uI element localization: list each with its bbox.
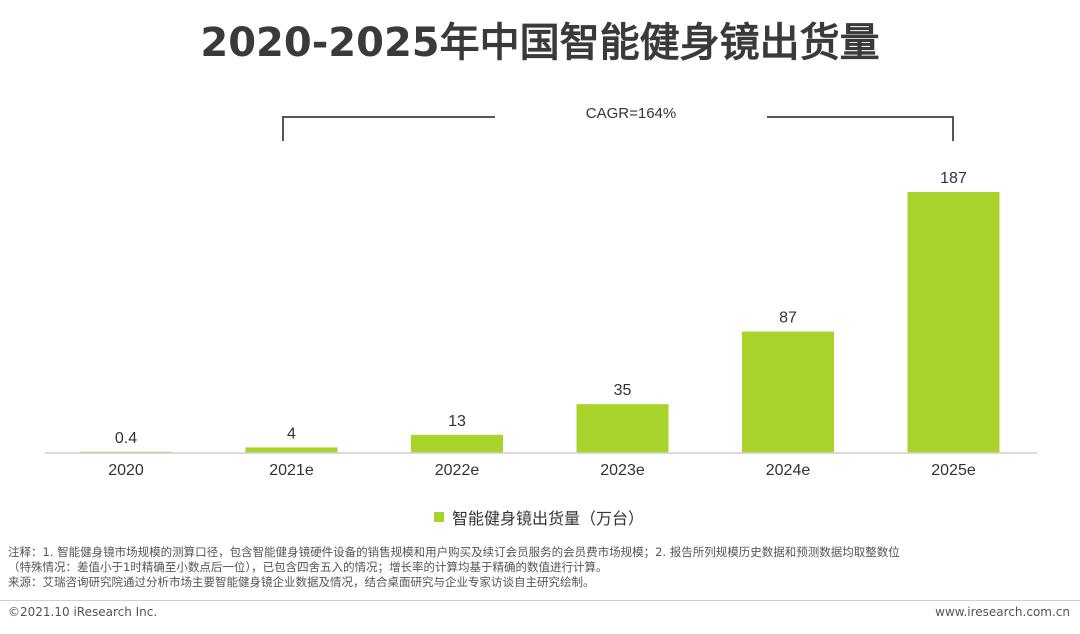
chart-title: 2020-2025年中国智能健身镜出货量 (200, 20, 880, 66)
category-labels-group: 2020 2021e 2022e 2023e 2024e 2025e (108, 462, 976, 479)
notes: 注释：1. 智能健身镜市场规模的测算口径，包含智能健身镜硬件设备的销售规模和用户… (8, 545, 1072, 590)
cagr-bracket-left (282, 116, 495, 141)
bar-2025e (907, 192, 1000, 453)
category-label-2025e: 2025e (931, 462, 976, 479)
value-label-2022e: 13 (448, 413, 466, 430)
category-label-2022e: 2022e (435, 462, 480, 479)
legend-label: 智能健身镜出货量（万台） (452, 509, 645, 528)
value-label-2021e: 4 (287, 425, 296, 442)
bar-2021e (245, 447, 338, 453)
footer-copyright: ©2021.10 iResearch Inc. (8, 605, 158, 619)
bar-2022e (411, 434, 503, 453)
footer-divider (0, 600, 1080, 601)
note-line-3: 来源：艾瑞咨询研究院通过分析市场主要智能健身镜企业数据及情况，结合桌面研究与企业… (8, 575, 595, 589)
cagr-label: CAGR=164% (586, 105, 676, 122)
note-line-2: （特殊情况：差值小于1时精确至小数点后一位），已包含四舍五入的情况；增长率的计算… (8, 560, 608, 574)
value-label-2020: 0.4 (115, 430, 137, 447)
category-label-2021e: 2021e (269, 462, 314, 479)
cagr-bracket: CAGR=164% (282, 105, 954, 141)
value-label-2024e: 87 (779, 310, 797, 327)
legend: 智能健身镜出货量（万台） (434, 505, 644, 529)
value-labels-group: 0.4 4 13 35 87 187 (115, 170, 967, 447)
bar-2024e (742, 331, 834, 453)
category-label-2020: 2020 (108, 462, 144, 479)
cagr-bracket-right (767, 116, 954, 141)
value-label-2025e: 187 (940, 170, 967, 187)
value-label-2023e: 35 (614, 382, 632, 399)
bars-group (80, 192, 1000, 453)
category-label-2024e: 2024e (766, 462, 811, 479)
bar-2023e (576, 404, 669, 453)
note-line-1: 注释：1. 智能健身镜市场规模的测算口径，包含智能健身镜硬件设备的销售规模和用户… (8, 545, 900, 559)
footer-website[interactable]: www.iresearch.com.cn (935, 605, 1070, 619)
legend-swatch (434, 512, 444, 522)
category-label-2023e: 2023e (600, 462, 645, 479)
